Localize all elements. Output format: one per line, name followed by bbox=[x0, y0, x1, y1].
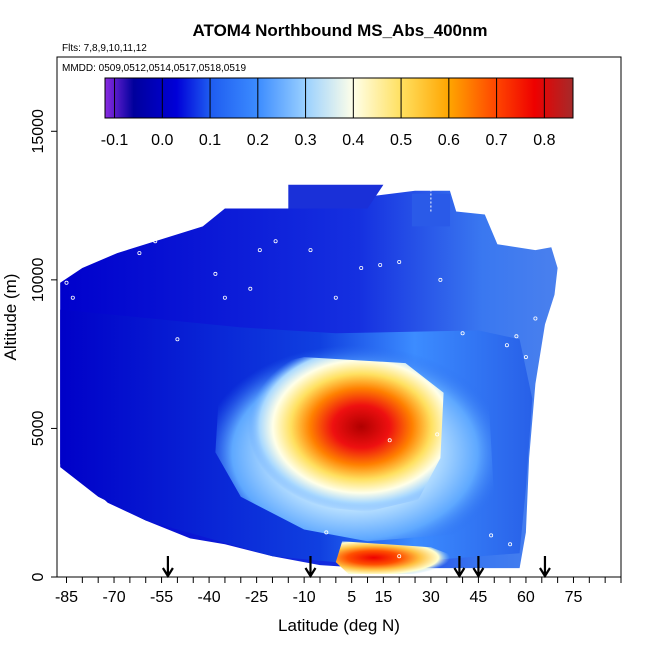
sample-point bbox=[213, 271, 218, 276]
x-axis: -85 -70 -55 -40 -25 -10 5 15 30 45 60 75 bbox=[55, 577, 622, 606]
sample-point bbox=[514, 334, 519, 339]
x-tick-label: 60 bbox=[517, 589, 535, 606]
y-tick-label: 5000 bbox=[30, 411, 47, 447]
colorbar-tick-label: 0.0 bbox=[151, 132, 173, 149]
sample-points bbox=[64, 184, 541, 559]
sample-point bbox=[324, 530, 329, 535]
chart-title: ATOM4 Northbound MS_Abs_400nm bbox=[192, 21, 487, 40]
sample-point bbox=[333, 295, 338, 300]
y-axis: 0 5000 10000 15000 bbox=[30, 109, 57, 581]
sample-point bbox=[460, 331, 465, 336]
profile-arrow bbox=[453, 556, 466, 579]
upper-cap-region bbox=[288, 184, 384, 209]
x-tick-label: -55 bbox=[150, 589, 173, 606]
colorbar-tick-label: 0.4 bbox=[342, 132, 364, 149]
sample-point bbox=[64, 280, 69, 285]
sample-point bbox=[523, 355, 528, 360]
colorbar-tick-label: 0.2 bbox=[247, 132, 269, 149]
sample-point bbox=[70, 295, 75, 300]
colorbar-tick-label: -0.1 bbox=[101, 132, 129, 149]
x-tick-label: 30 bbox=[422, 589, 440, 606]
x-tick-label: -25 bbox=[245, 589, 268, 606]
x-axis-label: Latitude (deg N) bbox=[278, 616, 400, 635]
profile-arrow bbox=[304, 556, 317, 579]
x-tick-label: 15 bbox=[374, 589, 392, 606]
y-tick-label: 0 bbox=[30, 572, 47, 581]
y-tick-label: 10000 bbox=[30, 258, 47, 303]
sample-point bbox=[536, 242, 541, 247]
colorbar-gradient bbox=[104, 77, 574, 119]
x-tick-label: 75 bbox=[565, 589, 583, 606]
sample-point bbox=[153, 239, 158, 244]
sample-point bbox=[397, 259, 402, 264]
sample-point bbox=[248, 286, 253, 291]
sample-point bbox=[435, 432, 440, 437]
sample-point bbox=[257, 248, 262, 253]
x-tick-label: -70 bbox=[102, 589, 125, 606]
colorbar-tick-label: 0.8 bbox=[533, 132, 555, 149]
subtitle-line-1: Flts: 7,8,9,10,11,12 bbox=[62, 43, 147, 54]
sample-point bbox=[137, 251, 142, 256]
x-tick-label: -40 bbox=[198, 589, 221, 606]
x-tick-label: -85 bbox=[55, 589, 78, 606]
sample-point bbox=[438, 277, 443, 282]
sample-point bbox=[222, 295, 227, 300]
sample-point bbox=[378, 262, 383, 267]
sample-point bbox=[175, 337, 180, 342]
profile-arrow bbox=[161, 556, 174, 579]
sample-point bbox=[387, 438, 392, 443]
sample-point bbox=[397, 554, 402, 559]
colorbar-tick-label: 0.3 bbox=[294, 132, 316, 149]
x-tick-label: -10 bbox=[293, 589, 316, 606]
y-axis-label: Altitude (m) bbox=[1, 274, 20, 361]
plume-core-region bbox=[237, 357, 444, 512]
colorbar-tick-label: 0.7 bbox=[485, 132, 507, 149]
sample-point bbox=[508, 542, 513, 547]
y-tick-label: 15000 bbox=[30, 109, 47, 154]
subtitle-line-2: MMDD: 0509,0512,0514,0517,0518,0519 bbox=[62, 63, 246, 74]
sample-point bbox=[273, 239, 278, 244]
x-tick-label: 45 bbox=[470, 589, 488, 606]
sample-point bbox=[207, 542, 212, 547]
profile-arrows bbox=[161, 556, 551, 579]
sample-point bbox=[308, 248, 313, 253]
sample-point bbox=[504, 343, 509, 348]
colorbar-tick-label: 0.1 bbox=[199, 132, 221, 149]
colorbar-tick-label: 0.6 bbox=[438, 132, 460, 149]
colorbar-ticks: -0.1 0.0 0.1 0.2 0.3 0.4 0.5 0.6 0.7 0.8 bbox=[101, 78, 556, 149]
plot-area: MMDD: 0509,0512,0514,0517,0518,0519 -0.1… bbox=[56, 56, 622, 579]
sample-point bbox=[489, 533, 494, 538]
profile-arrow bbox=[472, 556, 485, 579]
profile-arrow bbox=[539, 556, 551, 579]
sample-point bbox=[359, 265, 364, 270]
x-tick-label: 5 bbox=[347, 589, 356, 606]
colorbar: -0.1 0.0 0.1 0.2 0.3 0.4 0.5 0.6 0.7 0.8 bbox=[101, 77, 574, 149]
sample-point bbox=[533, 316, 538, 321]
colorbar-tick-label: 0.5 bbox=[390, 132, 412, 149]
